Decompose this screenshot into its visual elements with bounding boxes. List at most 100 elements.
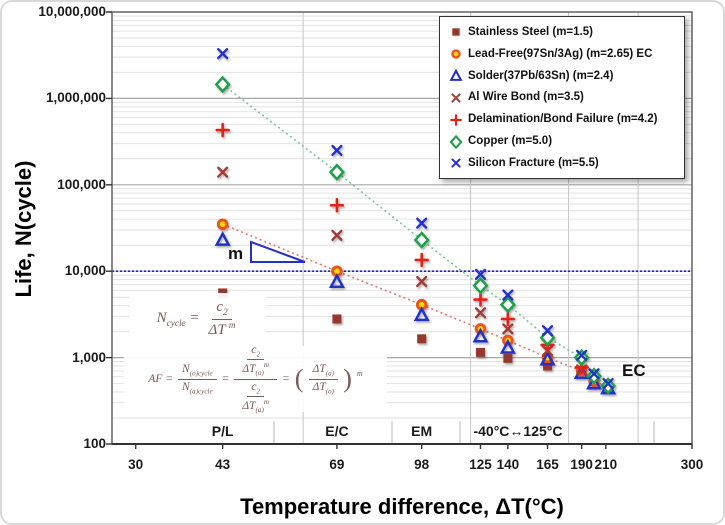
legend-plus-icon: [450, 113, 462, 126]
marker-triangle: [539, 350, 556, 366]
af-eq2: =: [221, 373, 230, 385]
marker-square: [452, 28, 460, 37]
marker-triangle: [449, 68, 463, 81]
y-tick-label: 1,000: [72, 349, 106, 365]
marker-x: [474, 307, 487, 319]
slope-annotation: m: [228, 244, 244, 263]
marker-x: [602, 378, 614, 390]
marker-plus: [329, 198, 345, 213]
zone-label: -40°C↔125°C: [473, 423, 563, 439]
legend-triangle-icon: [449, 68, 463, 81]
af-nested-fraction: c2 ΔT(o)m c2 ΔT(a)m: [234, 344, 278, 414]
series-0: [218, 288, 553, 371]
marker-diamond: [449, 134, 463, 149]
marker-x: [588, 368, 600, 380]
marker-x: [416, 275, 428, 288]
af-lparen: (: [294, 363, 304, 394]
marker-plus: [500, 311, 516, 327]
marker-x: [541, 325, 554, 337]
series-6: [217, 48, 614, 390]
data-points: [214, 48, 617, 395]
y-tick-label: 1,000,000: [45, 90, 106, 106]
x-tick-label: 300: [680, 457, 704, 472]
legend-label: Copper (m=5.0): [468, 135, 553, 148]
marker-triangle: [472, 327, 489, 343]
legend-label: Solder(37Pb/63Sn) (m=2.4): [468, 69, 614, 82]
marker-diamond: [539, 328, 556, 347]
marker-diamond: [413, 231, 430, 249]
legend-square-icon: [452, 28, 460, 37]
legend-item-0: Stainless Steel (m=1.5): [448, 24, 676, 39]
legend-label: Stainless Steel (m=1.5): [468, 25, 593, 38]
marker-diamond: [600, 377, 617, 395]
legend-item-6: Silicon Fracture (m=5.5): [448, 155, 676, 170]
marker-circle: [216, 218, 229, 230]
y-tick-label: 10,000: [64, 263, 106, 279]
x-tick-label: 69: [329, 457, 345, 472]
series-4: [215, 122, 589, 375]
x-tick-label: 210: [594, 457, 618, 472]
y-axis-title: Life, N(cycle): [11, 160, 36, 298]
marker-diamond: [586, 367, 603, 385]
marker-x: [576, 349, 588, 362]
legend-diamond-icon: [449, 134, 463, 149]
legend-item-4: Delamination/Bond Failure (m=4.2): [448, 112, 676, 127]
x-axis-title: Temperature difference, ΔT(°C): [240, 494, 564, 519]
legend-circle-icon: [451, 49, 461, 59]
af-exponent: m: [356, 368, 363, 378]
marker-x: [331, 229, 343, 241]
marker-diamond: [214, 75, 231, 94]
x-tick-label: 190: [570, 457, 593, 472]
marker-diamond: [472, 276, 489, 295]
marker-square: [543, 361, 553, 371]
legend-item-1: Lead-Free(97Sn/3Ag) (m=2.65) EC: [448, 46, 676, 61]
marker-diamond: [499, 295, 516, 314]
marker-x: [502, 289, 514, 301]
x-tick-label: 98: [414, 457, 430, 472]
zone-label: E/C: [325, 423, 349, 439]
zone-label: EM: [411, 423, 433, 439]
marker-x: [217, 48, 229, 60]
marker-x: [217, 166, 229, 178]
marker-circle: [451, 49, 461, 59]
y-tick-label: 10,000,000: [38, 4, 106, 19]
marker-diamond: [573, 348, 590, 367]
af-lhs: AF =: [148, 373, 174, 385]
marker-plus: [414, 252, 429, 268]
marker-square: [417, 334, 427, 344]
marker-x: [331, 144, 343, 157]
slope-triangle: [250, 240, 306, 263]
marker-square: [475, 347, 485, 357]
marker-x: [474, 268, 487, 280]
ec-annotation: EC: [622, 361, 646, 380]
legend-label: Silicon Fracture (m=5.5): [468, 156, 599, 169]
marker-plus: [473, 292, 488, 307]
marker-triangle: [499, 338, 516, 354]
x-tick-label: 30: [128, 457, 144, 472]
legend-label: Delamination/Bond Failure (m=4.2): [468, 113, 658, 126]
marker-plus: [450, 113, 462, 126]
marker-square: [332, 314, 342, 324]
y-tick-label: 100: [83, 436, 106, 451]
marker-x: [451, 158, 461, 169]
marker-x: [451, 93, 461, 103]
formula-fraction: c2 ΔT m: [208, 299, 236, 338]
x-tick-label: 43: [215, 457, 231, 472]
series-5: [214, 75, 617, 395]
marker-diamond: [328, 163, 345, 181]
x-tick-label: 140: [496, 457, 520, 472]
legend-item-5: Copper (m=5.0): [448, 134, 676, 149]
x-tick-label: 165: [536, 457, 559, 472]
zone-label: P/L: [211, 423, 234, 439]
marker-square: [503, 353, 513, 363]
formula-lhs: Ncycle =: [156, 309, 200, 329]
legend: Stainless Steel (m=1.5) Lead-Free(97Sn/3A…: [439, 16, 685, 179]
marker-triangle: [413, 306, 430, 322]
marker-triangle: [328, 273, 345, 288]
marker-x: [502, 323, 514, 335]
marker-triangle: [586, 374, 603, 390]
legend-label: Al Wire Bond (m=3.5): [468, 91, 584, 104]
x-tick-label: 125: [469, 457, 492, 472]
marker-triangle: [214, 231, 231, 246]
